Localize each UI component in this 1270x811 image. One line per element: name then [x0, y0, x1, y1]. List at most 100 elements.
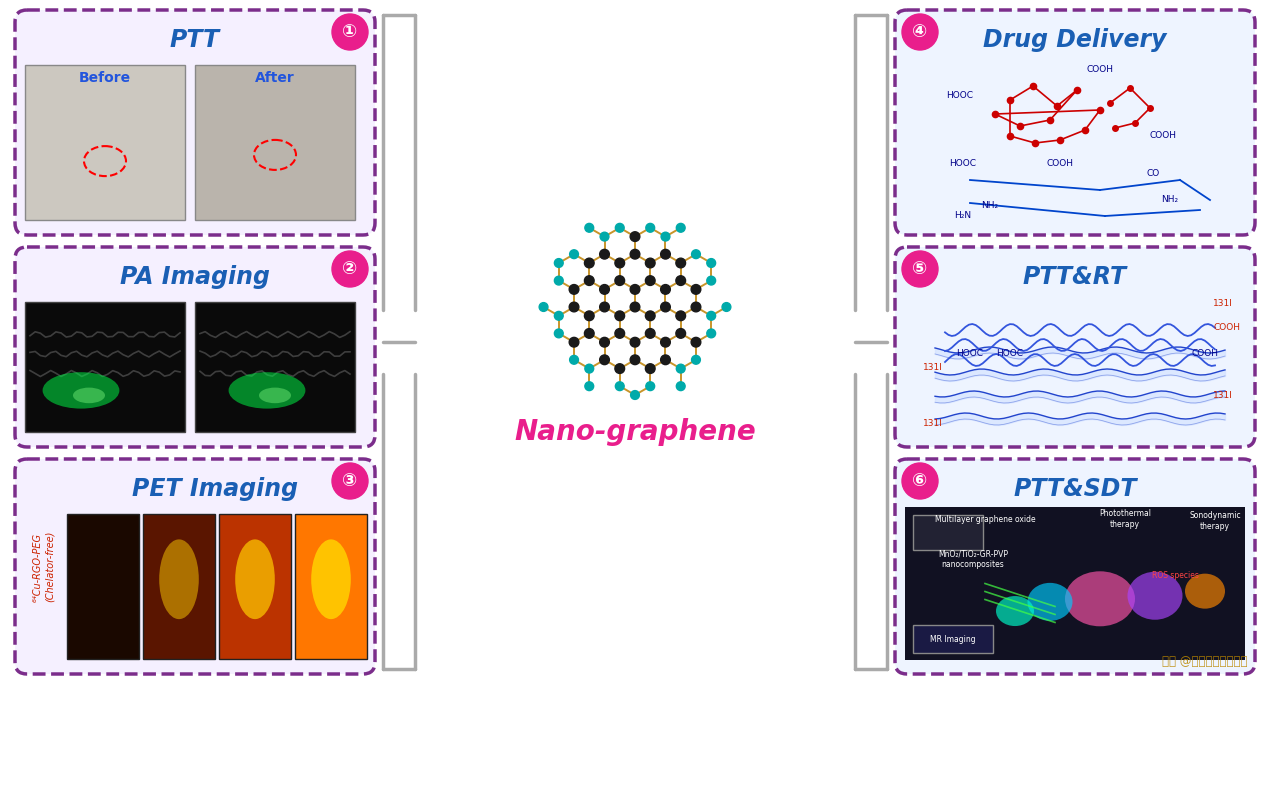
- Text: PTT: PTT: [170, 28, 220, 52]
- Text: CO: CO: [1147, 169, 1160, 178]
- Text: HOOC: HOOC: [950, 158, 977, 168]
- Circle shape: [676, 328, 686, 338]
- Circle shape: [569, 285, 579, 294]
- Text: ①: ①: [343, 23, 358, 41]
- Circle shape: [645, 258, 655, 268]
- FancyBboxPatch shape: [913, 625, 993, 653]
- Circle shape: [585, 223, 593, 232]
- Ellipse shape: [72, 388, 105, 403]
- Circle shape: [707, 329, 715, 338]
- Text: COOH: COOH: [1087, 66, 1114, 75]
- Circle shape: [584, 276, 594, 285]
- Ellipse shape: [311, 539, 351, 619]
- Circle shape: [599, 249, 610, 259]
- Text: COOH: COOH: [1149, 131, 1176, 140]
- Circle shape: [676, 276, 686, 285]
- Circle shape: [615, 258, 625, 268]
- FancyBboxPatch shape: [895, 247, 1255, 447]
- Circle shape: [585, 364, 593, 373]
- Text: HOOC: HOOC: [997, 349, 1024, 358]
- Circle shape: [555, 259, 563, 268]
- Circle shape: [630, 232, 640, 242]
- FancyBboxPatch shape: [15, 10, 375, 235]
- Circle shape: [660, 249, 671, 259]
- Ellipse shape: [1066, 571, 1135, 626]
- Text: MR Imaging: MR Imaging: [930, 634, 975, 643]
- Ellipse shape: [996, 596, 1034, 626]
- Text: ⑥: ⑥: [912, 472, 927, 490]
- FancyBboxPatch shape: [895, 10, 1255, 235]
- Circle shape: [540, 303, 547, 311]
- Text: H₂N: H₂N: [955, 212, 972, 221]
- Text: ⑤: ⑤: [912, 260, 927, 278]
- Text: After: After: [255, 71, 295, 85]
- Circle shape: [585, 382, 593, 391]
- Ellipse shape: [43, 372, 119, 409]
- Text: MnO₂/TiO₂-GR-PVP
nanocomposites: MnO₂/TiO₂-GR-PVP nanocomposites: [939, 549, 1008, 569]
- Circle shape: [569, 303, 579, 312]
- Circle shape: [631, 391, 639, 399]
- Text: ROS species: ROS species: [1152, 570, 1199, 580]
- Circle shape: [692, 250, 700, 259]
- Circle shape: [630, 337, 640, 347]
- Circle shape: [707, 311, 715, 320]
- Circle shape: [662, 232, 669, 241]
- Circle shape: [646, 382, 654, 391]
- Circle shape: [691, 285, 701, 294]
- FancyBboxPatch shape: [144, 514, 215, 659]
- Circle shape: [615, 328, 625, 338]
- Circle shape: [599, 303, 610, 312]
- Circle shape: [646, 223, 654, 232]
- Circle shape: [570, 250, 578, 259]
- Circle shape: [331, 463, 368, 499]
- Circle shape: [615, 311, 625, 320]
- Circle shape: [616, 223, 624, 232]
- Text: COOH: COOH: [1046, 158, 1073, 168]
- Text: 头条 @小张聊科研头条号: 头条 @小张聊科研头条号: [1162, 655, 1247, 668]
- Circle shape: [645, 276, 655, 285]
- Circle shape: [616, 382, 624, 391]
- Text: Photothermal
therapy: Photothermal therapy: [1099, 509, 1151, 529]
- Text: 131I: 131I: [923, 363, 942, 371]
- Text: HOOC: HOOC: [946, 92, 974, 101]
- FancyBboxPatch shape: [218, 514, 291, 659]
- Circle shape: [660, 355, 671, 365]
- FancyBboxPatch shape: [25, 302, 185, 432]
- FancyBboxPatch shape: [196, 302, 356, 432]
- Circle shape: [599, 337, 610, 347]
- FancyBboxPatch shape: [15, 247, 375, 447]
- Circle shape: [660, 285, 671, 294]
- Text: COOH: COOH: [1214, 323, 1241, 332]
- Circle shape: [630, 249, 640, 259]
- Text: Multilayer graphene oxide: Multilayer graphene oxide: [935, 514, 1035, 523]
- FancyBboxPatch shape: [906, 507, 1245, 660]
- Text: PA Imaging: PA Imaging: [121, 265, 271, 289]
- Ellipse shape: [235, 539, 274, 619]
- Text: HOOC: HOOC: [956, 349, 983, 358]
- Circle shape: [331, 251, 368, 287]
- Circle shape: [723, 303, 730, 311]
- Circle shape: [584, 328, 594, 338]
- Circle shape: [902, 14, 939, 50]
- Circle shape: [555, 277, 563, 285]
- Text: 131I: 131I: [1213, 391, 1233, 400]
- Text: COOH: COOH: [1191, 349, 1218, 358]
- Text: Sonodynamic
therapy: Sonodynamic therapy: [1189, 511, 1241, 530]
- Text: PET Imaging: PET Imaging: [132, 477, 298, 501]
- Circle shape: [645, 311, 655, 320]
- Text: NH₂: NH₂: [1162, 195, 1179, 204]
- Circle shape: [902, 251, 939, 287]
- Text: 131I: 131I: [1213, 298, 1233, 307]
- Circle shape: [555, 311, 563, 320]
- Circle shape: [584, 311, 594, 320]
- Text: 131I: 131I: [923, 418, 942, 427]
- Circle shape: [677, 223, 685, 232]
- Ellipse shape: [1185, 573, 1226, 608]
- Circle shape: [676, 258, 686, 268]
- Circle shape: [599, 285, 610, 294]
- Circle shape: [677, 364, 685, 373]
- Circle shape: [707, 259, 715, 268]
- Circle shape: [599, 355, 610, 365]
- Circle shape: [331, 14, 368, 50]
- Text: Drug Delivery: Drug Delivery: [983, 28, 1167, 52]
